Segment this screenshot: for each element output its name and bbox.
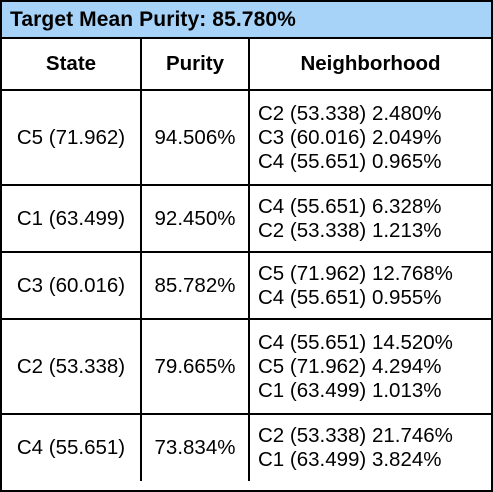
neighborhood-entry: C4 (55.651) 0.955% [258, 285, 442, 309]
header-purity: Purity [140, 39, 250, 91]
neighborhood-entry: C4 (55.651) 0.965% [258, 149, 442, 173]
neighborhood-entry: C2 (53.338) 2.480% [258, 101, 442, 125]
purity-cell: 85.782% [140, 251, 250, 320]
neighborhood-entry: C1 (63.499) 1.013% [258, 378, 442, 402]
neighborhood-cell: C2 (53.338) 21.746% C1 (63.499) 3.824% [248, 413, 491, 481]
neighborhood-entry: C4 (55.651) 14.520% [258, 330, 453, 354]
header-row: State Purity Neighborhood [2, 39, 491, 91]
purity-cell: 92.450% [140, 184, 250, 253]
purity-cell: 79.665% [140, 318, 250, 415]
neighborhood-entry: C5 (71.962) 4.294% [258, 354, 442, 378]
table-row: C2 (53.338) 79.665% C4 (55.651) 14.520% C5 … [2, 318, 491, 415]
state-cell: C1 (63.499) [2, 184, 142, 253]
purity-table: State Purity Neighborhood C5 (71.962) 94.… [2, 39, 491, 481]
header-neighborhood: Neighborhood [248, 39, 491, 91]
table-body: C5 (71.962) 94.506% C2 (53.338) 2.480% C3 (… [2, 89, 491, 481]
neighborhood-cell: C4 (55.651) 6.328% C2 (53.338) 1.213% [248, 184, 491, 253]
state-cell: C5 (71.962) [2, 89, 142, 186]
state-cell: C3 (60.016) [2, 251, 142, 320]
neighborhood-entry: C4 (55.651) 6.328% [258, 194, 442, 218]
purity-cell: 94.506% [140, 89, 250, 186]
neighborhood-entry: C1 (63.499) 3.824% [258, 448, 442, 471]
neighborhood-entry: C2 (53.338) 1.213% [258, 218, 442, 242]
neighborhood-cell: C5 (71.962) 12.768% C4 (55.651) 0.955% [248, 251, 491, 320]
header-state: State [2, 39, 142, 91]
table-row: C3 (60.016) 85.782% C5 (71.962) 12.768% C4 … [2, 251, 491, 320]
table-row: C5 (71.962) 94.506% C2 (53.338) 2.480% C3 (… [2, 89, 491, 186]
neighborhood-cell: C2 (53.338) 2.480% C3 (60.016) 2.049% C4 (… [248, 89, 491, 186]
table-title: Target Mean Purity: 85.780% [2, 2, 491, 39]
table-row: C4 (55.651) 73.834% C2 (53.338) 21.746% C1 … [2, 413, 491, 481]
purity-cell: 73.834% [140, 413, 250, 481]
neighborhood-entry: C2 (53.338) 21.746% [258, 424, 453, 447]
neighborhood-cell: C4 (55.651) 14.520% C5 (71.962) 4.294% C1 … [248, 318, 491, 415]
state-cell: C4 (55.651) [2, 413, 142, 481]
state-cell: C2 (53.338) [2, 318, 142, 415]
table-row: C1 (63.499) 92.450% C4 (55.651) 6.328% C2 (… [2, 184, 491, 253]
neighborhood-entry: C5 (71.962) 12.768% [258, 261, 453, 285]
neighborhood-entry: C3 (60.016) 2.049% [258, 125, 442, 149]
